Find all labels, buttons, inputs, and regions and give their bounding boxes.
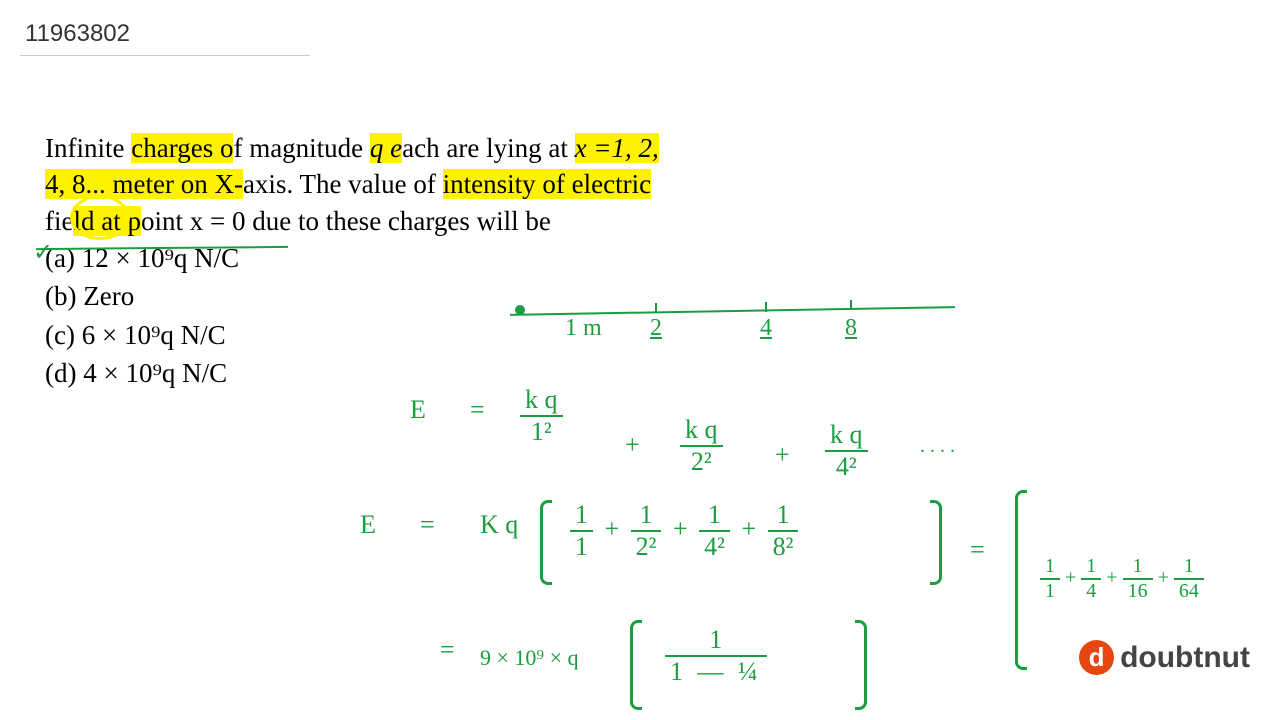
hw-frac-series: 11 + 12² + 14² + 18² <box>570 500 798 562</box>
hw-gp: 11 — ¼ <box>665 625 767 687</box>
logo-text: doubtnut <box>1120 641 1250 675</box>
hw-eq4: = <box>440 635 455 665</box>
option-b: (b) Zero <box>45 278 239 314</box>
hw-eq3: = <box>970 535 985 565</box>
logo-icon: d <box>1079 640 1114 675</box>
hw-frac3: k q4² <box>825 420 868 482</box>
hw-eq1: = <box>470 395 485 425</box>
hw-series-right: 11 + 14 + 116 + 164 <box>1040 555 1204 603</box>
option-a: (a) 12 × 10⁹q N/C <box>45 240 239 276</box>
options-list: (a) 12 × 10⁹q N/C (b) Zero (c) 6 × 10⁹q … <box>45 240 239 394</box>
hw-nine: 9 × 10⁹ × q <box>480 645 578 671</box>
question-text: Infinite charges of magnitude q each are… <box>45 130 785 239</box>
divider <box>20 55 310 56</box>
bracket-l1 <box>540 500 552 585</box>
option-d: (d) 4 × 10⁹q N/C <box>45 355 239 391</box>
bracket-r3 <box>855 620 867 710</box>
hw-e1: E <box>410 395 426 425</box>
bracket-l3 <box>630 620 642 710</box>
question-id: 11963802 <box>25 20 130 48</box>
number-line-diagram: 1 m 2 4 8 <box>510 295 955 345</box>
hw-frac1: k q1² <box>520 385 563 447</box>
hw-e2: E <box>360 510 376 540</box>
check-icon: ✓ <box>33 238 53 267</box>
hw-frac2: k q2² <box>680 415 723 477</box>
hw-kq2: K q <box>480 510 518 540</box>
logo: d doubtnut <box>1079 640 1250 675</box>
hw-plus2: + <box>775 440 790 470</box>
hw-dots: . . . . <box>920 435 955 458</box>
hw-eq2: = <box>420 510 435 540</box>
bracket-l2 <box>1015 490 1027 670</box>
highlight-circle <box>70 195 130 240</box>
bracket-r1 <box>930 500 942 585</box>
hw-plus1: + <box>625 430 640 460</box>
option-c: (c) 6 × 10⁹q N/C <box>45 317 239 353</box>
